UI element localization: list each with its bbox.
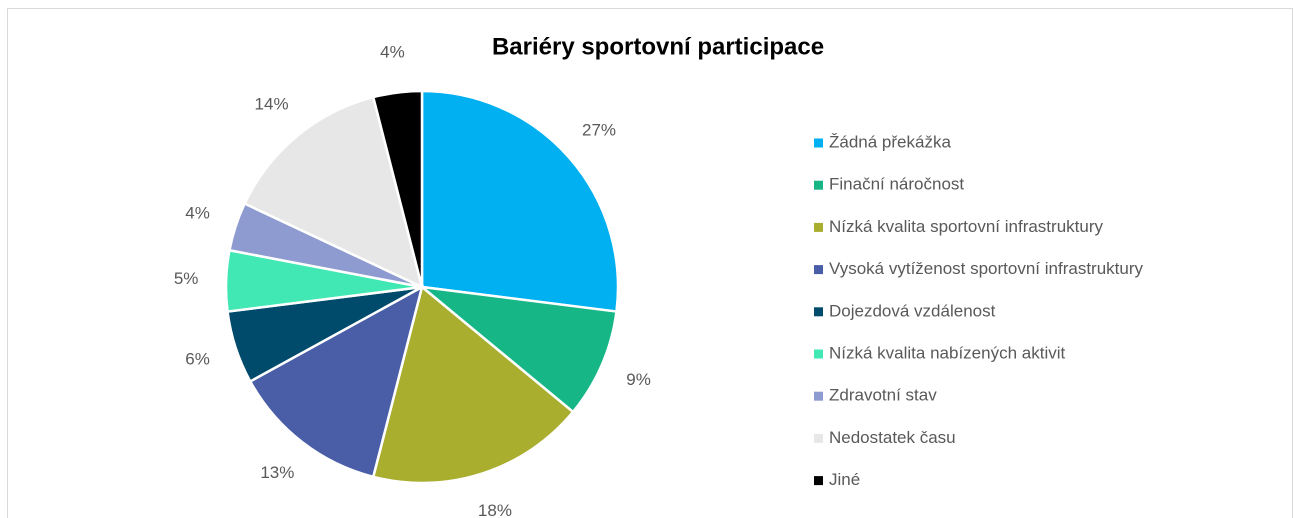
chart-border — [7, 8, 1293, 518]
legend-label: Nízká kvalita sportovní infrastruktury — [829, 217, 1103, 236]
legend-label: Zdravotní stav — [829, 386, 937, 405]
data-label: 27% — [582, 120, 616, 139]
legend-swatch — [814, 307, 823, 317]
pie-slice — [248, 284, 424, 479]
pie-slice — [417, 285, 618, 414]
data-label: 6% — [185, 349, 210, 368]
data-label: 18% — [478, 501, 512, 518]
legend-label: Vysoká vytíženost sportovní infrastruktu… — [829, 259, 1143, 278]
legend-swatch — [814, 349, 823, 359]
legend-label: Žádná překážka — [829, 132, 951, 151]
legend-swatch — [814, 391, 823, 401]
pie-slice — [371, 89, 424, 288]
legend-label: Nedostatek času — [829, 428, 956, 447]
legend-label: Dojezdová vzdálenost — [829, 301, 996, 320]
legend-label: Jiné — [829, 470, 860, 489]
legend-swatch — [814, 180, 823, 190]
legend-swatch — [814, 433, 823, 443]
legend-swatch — [814, 222, 823, 232]
legend-swatch — [814, 476, 823, 486]
data-label: 5% — [174, 269, 199, 288]
data-label: 9% — [626, 370, 651, 389]
data-label: 14% — [255, 95, 289, 114]
data-label: 13% — [260, 463, 294, 482]
legend-swatch — [814, 265, 823, 275]
legend-swatch — [814, 138, 823, 148]
pie-slice — [420, 89, 620, 313]
pie-slice — [242, 95, 424, 290]
data-label: 4% — [380, 42, 405, 61]
legend-label: Finační náročnost — [829, 175, 964, 194]
data-label: 4% — [185, 204, 210, 223]
legend-label: Nízká kvalita nabízených aktivit — [829, 343, 1065, 362]
chart-title: Bariéry sportovní participace — [492, 33, 824, 60]
pie-slice — [371, 284, 575, 485]
